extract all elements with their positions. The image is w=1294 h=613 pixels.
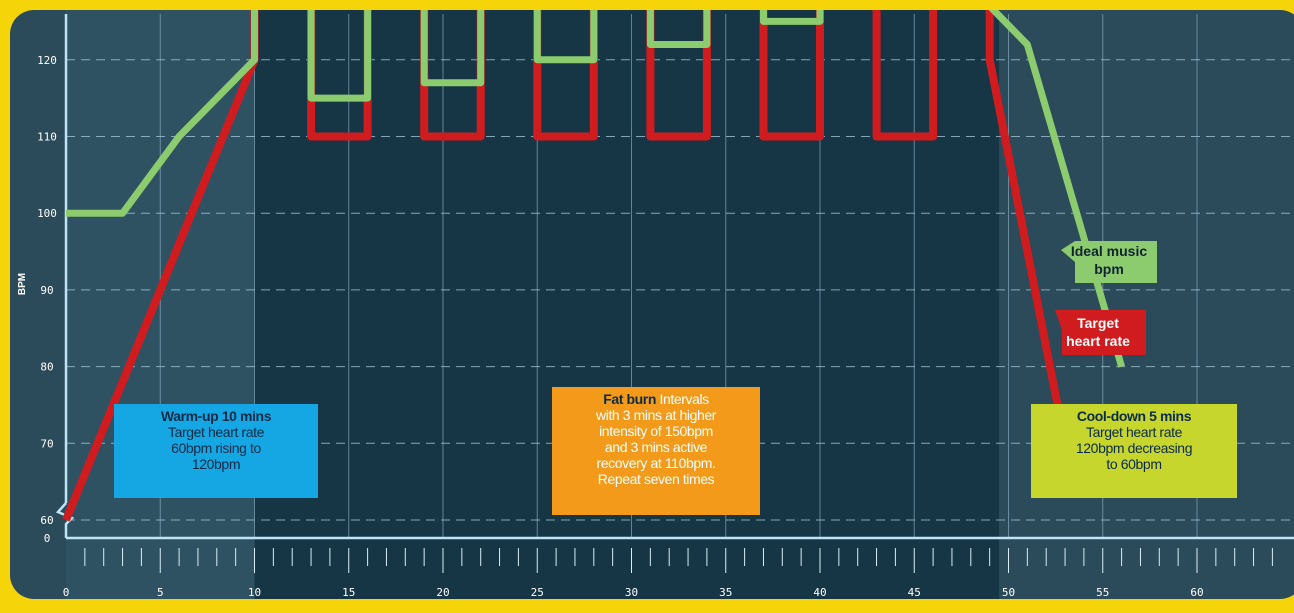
ideal-music-bpm-line bbox=[66, 10, 1125, 368]
fatburn-box-line-3: and 3 mins active bbox=[604, 439, 708, 455]
warmup-box-title: Warm-up 10 mins bbox=[160, 408, 272, 424]
x-tick-label-45: 45 bbox=[908, 586, 921, 599]
warmup-box-line-1: Target heart rate bbox=[168, 424, 264, 440]
fatburn-box-line-5: Repeat seven times bbox=[597, 471, 715, 487]
y-tick-label-70: 70 bbox=[40, 437, 53, 450]
y-tick-label-110: 110 bbox=[37, 131, 57, 144]
x-tick-label-30: 30 bbox=[625, 586, 638, 599]
x-tick-label-0: 0 bbox=[63, 586, 70, 599]
x-tick-label-40: 40 bbox=[813, 586, 826, 599]
fatburn-box-line-4: recovery at 110bpm. bbox=[596, 455, 716, 471]
cooldown-box-line-2: 120bpm decreasing bbox=[1075, 440, 1193, 456]
y-tick-label-0: 0 bbox=[44, 532, 51, 545]
target-heart-rate-line bbox=[62, 10, 1070, 522]
target-hr-label-2: heart rate bbox=[1066, 333, 1130, 349]
target-hr-label: Target bbox=[1077, 315, 1119, 331]
cooldown-box-line-1: Target heart rate bbox=[1086, 424, 1182, 440]
y-tick-label-120: 120 bbox=[37, 54, 57, 67]
fatburn-box: Fat burn Intervals with 3 mins at higher… bbox=[552, 387, 760, 515]
ideal-music-label-2: bpm bbox=[1094, 261, 1124, 277]
x-tick-label-5: 5 bbox=[157, 586, 164, 599]
ideal-music-label: Ideal music bbox=[1071, 243, 1147, 259]
x-tick-label-20: 20 bbox=[436, 586, 449, 599]
y-tick-label-90: 90 bbox=[40, 284, 53, 297]
warmup-box-line-2: 60bpm rising to bbox=[171, 440, 261, 456]
warmup-box-line-3: 120bpm bbox=[191, 456, 241, 472]
y-tick-label-80: 80 bbox=[40, 361, 53, 374]
cooldown-box-title: Cool-down 5 mins bbox=[1076, 408, 1192, 424]
fatburn-box-line-1: with 3 mins at higher bbox=[596, 407, 716, 423]
x-tick-label-50: 50 bbox=[1002, 586, 1015, 599]
x-tick-label-15: 15 bbox=[342, 586, 355, 599]
x-tick-label-60: 60 bbox=[1190, 586, 1203, 599]
fatburn-box-line-2: intensity of 150bpm bbox=[599, 423, 713, 439]
x-tick-label-55: 55 bbox=[1096, 586, 1109, 599]
x-tick-label-35: 35 bbox=[719, 586, 732, 599]
fatburn-box-first-rest: Intervals bbox=[655, 391, 709, 407]
x-tick-label-10: 10 bbox=[248, 586, 261, 599]
x-tick-label-25: 25 bbox=[531, 586, 544, 599]
target-hr-callout bbox=[1055, 310, 1146, 355]
ideal-music-callout bbox=[1061, 241, 1157, 283]
y-tick-label-100: 100 bbox=[37, 207, 57, 220]
cooldown-box: Cool-down 5 mins Target heart rate 120bp… bbox=[1031, 404, 1237, 498]
warmup-box: Warm-up 10 mins Target heart rate 60bpm … bbox=[114, 404, 318, 498]
axis-break bbox=[55, 502, 75, 538]
fatburn-box-title: Fat burn bbox=[603, 391, 656, 407]
cooldown-box-line-3: to 60bpm bbox=[1106, 456, 1162, 472]
y-tick-label-60: 60 bbox=[40, 514, 53, 527]
y-axis-label: BPM bbox=[17, 273, 28, 295]
